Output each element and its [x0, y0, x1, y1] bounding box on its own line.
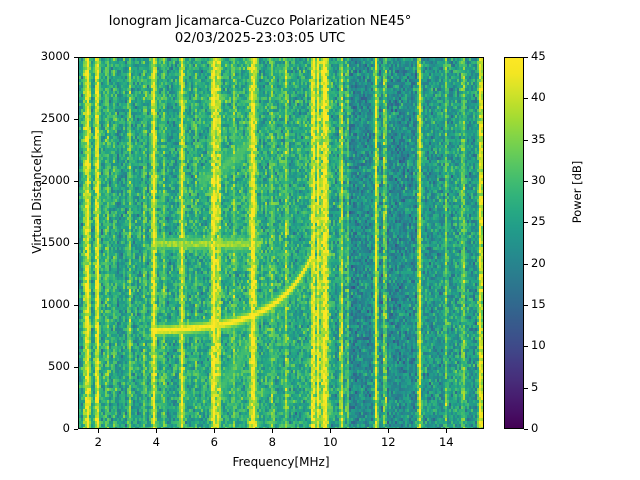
colorbar-label: Power [dB]	[570, 160, 584, 224]
y-tick-label: 500	[48, 359, 70, 373]
y-tick-mark	[74, 57, 78, 58]
colorbar-tick-mark	[524, 429, 528, 430]
x-axis-label: Frequency[MHz]	[232, 455, 330, 469]
colorbar-tick-label: 25	[531, 214, 546, 229]
colorbar-tick-mark	[524, 98, 528, 100]
x-tick-label: 6	[210, 435, 218, 449]
y-tick-label: 1000	[40, 297, 70, 311]
x-tick-mark	[330, 429, 332, 433]
colorbar-tick-label: 10	[531, 338, 546, 353]
x-tick-mark	[214, 429, 216, 433]
colorbar-tick-mark	[524, 181, 528, 182]
plot-area[interactable]	[78, 57, 484, 429]
colorbar-tick-mark	[524, 139, 528, 141]
colorbar-gradient	[505, 58, 523, 428]
colorbar-tick-mark	[524, 222, 528, 224]
x-tick-mark	[388, 429, 390, 433]
x-tick-mark	[272, 429, 274, 433]
colorbar-tick-mark	[524, 263, 528, 265]
x-tick-mark	[98, 429, 100, 433]
x-tick-mark	[446, 429, 448, 433]
y-tick-label: 2000	[40, 173, 70, 187]
colorbar-tick-mark	[524, 305, 528, 306]
y-axis-label: Virtual Distance[km]	[30, 130, 44, 254]
colorbar-tick-label: 20	[531, 255, 546, 270]
y-tick-label: 1500	[40, 235, 70, 249]
x-tick-label: 10	[322, 435, 338, 449]
colorbar-tick-label: 15	[531, 297, 546, 311]
y-tick-label: 2500	[40, 111, 70, 125]
x-tick-label: 12	[380, 435, 396, 449]
x-tick-label: 4	[152, 435, 160, 449]
title-line-2: 02/03/2025-23:03:05 UTC	[174, 30, 346, 46]
colorbar-tick-mark	[524, 387, 528, 389]
y-tick-label: 3000	[40, 49, 70, 63]
title-line-1: Ionogram Jicamarca-Cuzco Polarization NE…	[108, 14, 412, 29]
y-tick-mark	[74, 429, 78, 430]
colorbar-tick-mark	[524, 346, 528, 348]
y-tick-mark	[74, 367, 78, 368]
x-tick-label: 8	[268, 435, 276, 449]
colorbar-tick-label: 35	[531, 131, 546, 146]
y-tick-mark	[74, 119, 78, 120]
x-tick-mark	[156, 429, 158, 433]
figure-title: Ionogram Jicamarca-Cuzco Polarization NE…	[0, 14, 520, 47]
colorbar-tick-label: 45	[531, 49, 546, 63]
colorbar-tick-label: 30	[531, 173, 546, 187]
y-tick-mark	[74, 305, 78, 306]
colorbar-tick-label: 5	[531, 379, 539, 394]
colorbar-tick-label: 40	[531, 90, 546, 105]
colorbar-tick-label: 0	[531, 421, 539, 435]
colorbar-tick-mark	[524, 57, 528, 58]
colorbar	[504, 57, 524, 429]
ionogram-heatmap	[79, 58, 483, 428]
y-tick-label: 0	[62, 421, 70, 435]
x-tick-label: 14	[438, 435, 454, 449]
y-tick-mark	[74, 243, 78, 244]
x-tick-label: 2	[94, 435, 102, 449]
y-tick-mark	[74, 181, 78, 182]
